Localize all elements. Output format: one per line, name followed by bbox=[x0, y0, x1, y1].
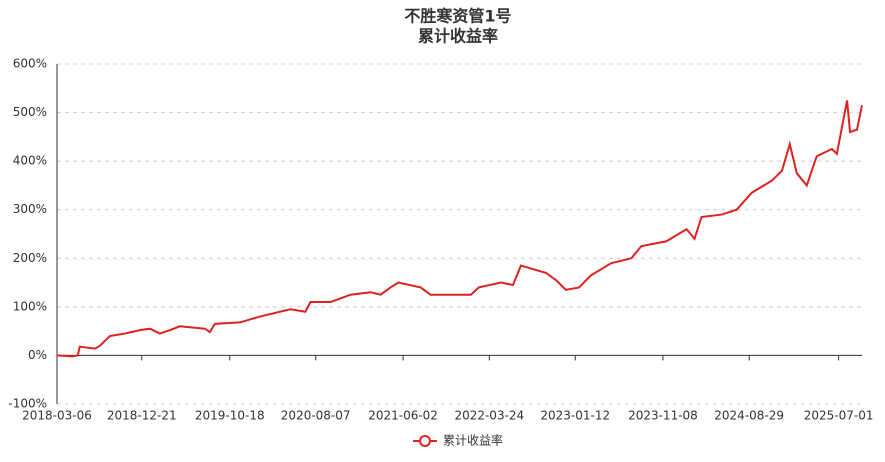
y-tick-label: -100% bbox=[8, 397, 47, 411]
y-tick-label: 100% bbox=[13, 299, 47, 313]
x-tick-label: 2023-11-08 bbox=[628, 409, 698, 423]
x-tick-label: 2022-03-24 bbox=[454, 409, 524, 423]
x-tick-label: 2018-03-06 bbox=[22, 409, 92, 423]
y-tick-label: 400% bbox=[13, 154, 47, 168]
y-tick-label: 200% bbox=[13, 251, 47, 265]
legend-marker bbox=[419, 435, 431, 447]
x-tick-label: 2018-12-21 bbox=[107, 409, 177, 423]
x-tick-label: 2024-08-29 bbox=[714, 409, 784, 423]
chart-title: 不胜寒资管1号 bbox=[404, 7, 511, 26]
legend-label: 累计收益率 bbox=[443, 433, 503, 448]
y-tick-label: 600% bbox=[13, 57, 47, 71]
x-tick-label: 2023-01-12 bbox=[540, 409, 610, 423]
series-line bbox=[56, 100, 863, 358]
y-tick-label: 300% bbox=[13, 202, 47, 216]
y-tick-label: 0% bbox=[28, 348, 47, 362]
chart-subtitle: 累计收益率 bbox=[418, 27, 498, 46]
x-tick-label: 2021-06-02 bbox=[368, 409, 438, 423]
x-tick-label: 2020-08-07 bbox=[281, 409, 351, 423]
x-tick-label: 2019-10-18 bbox=[195, 409, 265, 423]
y-tick-label: 500% bbox=[13, 105, 47, 119]
x-tick-label: 2025-07-01 bbox=[804, 409, 874, 423]
